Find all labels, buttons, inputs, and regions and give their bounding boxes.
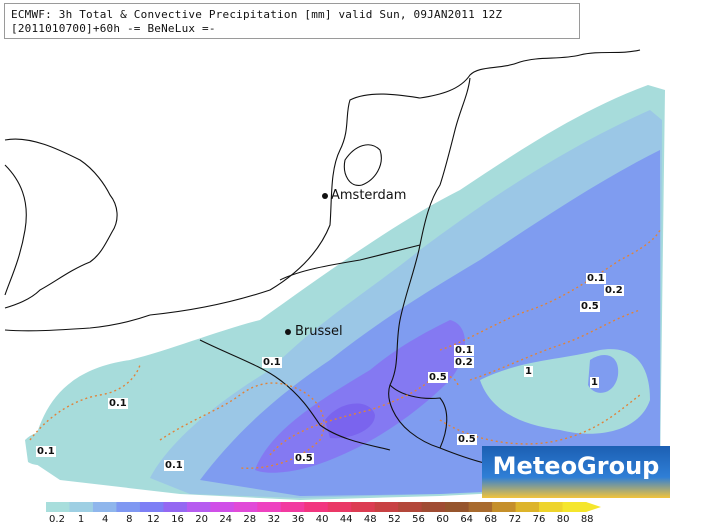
- legend-tick-label: 4: [102, 514, 109, 525]
- legend-tick-label: 20: [195, 514, 208, 525]
- legend-tick-label: 88: [580, 514, 594, 525]
- header-subtitle: [2011010700]+60h -= BeNeLux =-: [11, 22, 216, 35]
- contour-label: 1: [524, 366, 533, 377]
- legend-tick-label: 24: [219, 514, 233, 525]
- legend-swatch: [304, 502, 329, 512]
- legend-tick-label: 80: [556, 514, 570, 525]
- city-label-amsterdam: Amsterdam: [331, 188, 407, 203]
- contour-label: 0.5: [428, 372, 448, 383]
- contour-label: 0.2: [604, 285, 624, 296]
- coastline-nl-be-fr: [149, 49, 641, 316]
- legend-tick-label: 40: [315, 514, 329, 525]
- meteogroup-logo: MeteoGroup: [482, 446, 670, 498]
- legend-tick-label: 68: [484, 514, 498, 525]
- legend-swatch: [515, 502, 540, 512]
- ijsselmeer: [343, 144, 382, 186]
- contour-label: 0.1: [164, 460, 184, 471]
- legend-swatch: [445, 502, 470, 512]
- legend-arrow: [586, 502, 601, 512]
- city-dot-amsterdam: [322, 193, 328, 199]
- city-dot-brussel: [285, 329, 291, 335]
- coastline-uk-south: [4, 314, 151, 332]
- header-box: ECMWF: 3h Total & Convective Precipitati…: [4, 3, 580, 39]
- contour-label: 0.5: [294, 453, 314, 464]
- legend-tick-label: 52: [388, 514, 401, 525]
- contour-label: 0.2: [454, 357, 474, 368]
- legend-swatch: [468, 502, 493, 512]
- legend-tick-label: 48: [363, 514, 377, 525]
- legend-swatch: [562, 502, 587, 512]
- precip-band-violet: [255, 320, 465, 473]
- city-label-brussel: Brussel: [295, 324, 343, 339]
- contour-dotted-south: [439, 394, 641, 445]
- contour-dotted-west: [159, 382, 325, 469]
- border-be-de-lux: [388, 244, 441, 449]
- legend-tick-label: 16: [171, 514, 184, 525]
- coastline-uk: [4, 138, 118, 309]
- contour-dotted-left: [29, 364, 141, 441]
- legend-tick-label: 1: [77, 514, 85, 525]
- contour-label: 0.1: [262, 357, 282, 368]
- border-nl-de: [419, 77, 471, 246]
- contour-label: 0.1: [586, 273, 606, 284]
- legend-tick-label: 60: [436, 514, 449, 525]
- legend-swatch: [186, 502, 211, 512]
- contour-label: 0.1: [36, 446, 56, 457]
- contour-dotted-east-1: [439, 229, 661, 351]
- border-lux: [389, 384, 448, 449]
- contour-label: 0.1: [108, 398, 128, 409]
- legend-tick-label: 8: [126, 514, 133, 525]
- legend-tick-label: 36: [291, 514, 305, 525]
- legend-swatch: [374, 502, 399, 512]
- legend-tick-label: 64: [460, 514, 474, 525]
- legend-tick-label: 32: [267, 514, 281, 525]
- legend-swatch: [116, 502, 141, 512]
- legend-swatch: [139, 502, 164, 512]
- contour-label: 0.5: [580, 301, 600, 312]
- border-be-fr: [199, 339, 391, 451]
- legend-swatch: [539, 502, 564, 512]
- legend-tick-label: 0.2: [49, 514, 65, 525]
- precip-core-dark-violet: [325, 403, 375, 439]
- legend-swatch: [46, 502, 70, 512]
- legend-swatch: [92, 502, 117, 512]
- coastline-uk-west: [4, 164, 27, 296]
- legend-tick-label: 56: [412, 514, 425, 525]
- legend-swatch: [492, 502, 517, 512]
- header-title: ECMWF: 3h Total & Convective Precipitati…: [11, 8, 503, 21]
- legend-colorbar: [46, 502, 601, 512]
- contour-label: 0.5: [457, 434, 477, 445]
- contour-label: 0.1: [454, 345, 474, 356]
- precip-blob-left: [82, 363, 152, 421]
- legend-swatch: [210, 502, 235, 512]
- legend-tick-label: 72: [508, 514, 522, 525]
- legend-tick-label: 44: [339, 514, 353, 525]
- legend-swatch: [233, 502, 258, 512]
- legend-swatch: [351, 502, 376, 512]
- legend-swatch: [398, 502, 423, 512]
- contour-dotted-east-2: [469, 309, 641, 381]
- legend-tick-label: 12: [147, 514, 160, 525]
- legend-swatch: [163, 502, 188, 512]
- legend-swatch: [257, 502, 282, 512]
- legend-tick-label: 28: [243, 514, 257, 525]
- legend-swatch: [327, 502, 352, 512]
- legend-swatch: [280, 502, 305, 512]
- logo-text: MeteoGroup: [492, 452, 660, 480]
- contour-label: 1: [590, 377, 599, 388]
- legend-tick-label: 76: [532, 514, 546, 525]
- border-nl-be: [279, 244, 421, 281]
- legend-swatch: [69, 502, 94, 512]
- legend-swatch: [421, 502, 446, 512]
